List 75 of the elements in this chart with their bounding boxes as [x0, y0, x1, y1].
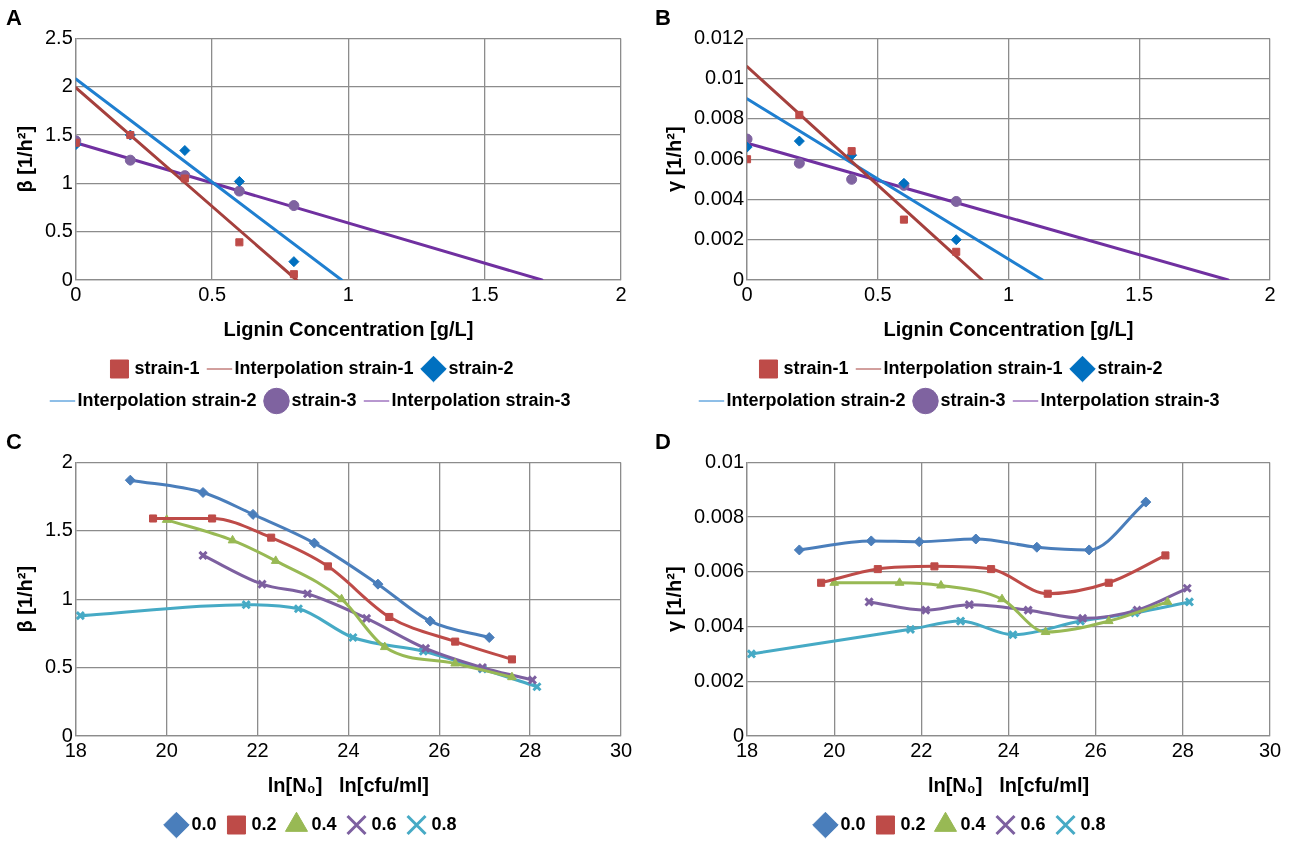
- legend-label: 0.6: [1020, 813, 1046, 834]
- legend-label: 0.8: [1080, 813, 1106, 834]
- x-axis-title: Lignin Concentration [g/L]: [883, 317, 1134, 340]
- y-tick-label: 0.01: [705, 66, 745, 89]
- legend-label: strain-2: [448, 357, 514, 378]
- x-tick-label: 1: [1002, 282, 1015, 305]
- y-tick-label: 0.5: [44, 219, 73, 242]
- legend-label: strain-1: [783, 357, 849, 378]
- x-tick-label: 1.5: [470, 282, 499, 305]
- x-tick-label: 2: [1264, 282, 1276, 305]
- y-tick-label: 2: [61, 449, 73, 472]
- y-tick-label: 0.006: [693, 146, 745, 169]
- x-tick-label: 20: [155, 738, 178, 761]
- chart-title: A: [6, 5, 22, 31]
- y-tick-label: 1: [61, 586, 73, 609]
- legend-label: Interpolation strain-2: [77, 389, 257, 410]
- x-tick-label: 28: [1171, 738, 1194, 761]
- y-tick-label: 2: [61, 74, 73, 97]
- legend-label: 0.2: [251, 813, 277, 834]
- legend-label: Interpolation strain-3: [1040, 389, 1220, 410]
- legend-label: strain-1: [134, 357, 200, 378]
- legend-label: Interpolation strain-2: [726, 389, 906, 410]
- y-tick-label: 1.5: [44, 122, 73, 145]
- y-tick-label: 0.008: [693, 106, 745, 129]
- legend-label: 0.0: [840, 813, 866, 834]
- y-tick-label: 0.008: [693, 504, 745, 527]
- x-axis-title: ln[N₀] ln[cfu/ml]: [927, 773, 1090, 796]
- y-tick-label: 0.012: [693, 25, 745, 48]
- y-axis-title: β [1/h²]: [13, 565, 36, 633]
- x-tick-label: 20: [823, 738, 846, 761]
- chart-title: C: [6, 429, 22, 455]
- y-tick-label: 0.002: [693, 668, 745, 691]
- y-tick-label: 1: [61, 170, 73, 193]
- legend-label: Interpolation strain-1: [234, 357, 414, 378]
- x-axis-title: Lignin Concentration [g/L]: [223, 317, 474, 340]
- x-tick-label: 24: [337, 738, 360, 761]
- y-axis-title: γ [1/h²]: [662, 566, 685, 632]
- x-tick-label: 22: [910, 738, 933, 761]
- legend-label: strain-2: [1097, 357, 1163, 378]
- y-axis-title: β [1/h²]: [13, 125, 36, 193]
- y-tick-label: 1.5: [44, 518, 73, 541]
- y-tick-label: 0.004: [693, 614, 745, 637]
- x-tick-label: 1: [342, 282, 354, 305]
- y-tick-label: 0.5: [44, 655, 73, 678]
- legend-label: 0.4: [960, 813, 986, 834]
- x-tick-label: 24: [997, 738, 1020, 761]
- x-tick-label: 2: [615, 282, 627, 305]
- legend-label: 0.2: [900, 813, 926, 834]
- y-tick-label: 0.002: [693, 227, 745, 250]
- x-tick-label: 0.5: [198, 282, 227, 305]
- x-tick-label: 28: [519, 738, 542, 761]
- x-tick-label: 22: [246, 738, 269, 761]
- x-tick-label: 1.5: [1125, 282, 1154, 305]
- legend-label: 0.8: [431, 813, 457, 834]
- legend-label: 0.6: [371, 813, 397, 834]
- legend-label: 0.0: [191, 813, 217, 834]
- chart-title: D: [655, 429, 671, 455]
- legend-label: strain-3: [291, 389, 357, 410]
- x-tick-label: 0.5: [863, 282, 892, 305]
- x-axis-title: ln[N₀] ln[cfu/ml]: [267, 773, 430, 796]
- y-axis-title: γ [1/h²]: [662, 126, 685, 192]
- legend-label: strain-3: [940, 389, 1006, 410]
- x-tick-label: 30: [609, 738, 633, 761]
- y-tick-label: 0.006: [693, 559, 745, 582]
- x-tick-label: 30: [1258, 738, 1282, 761]
- x-tick-label: 26: [1084, 738, 1107, 761]
- y-tick-label: 0.01: [705, 449, 745, 472]
- legend-label: Interpolation strain-3: [391, 389, 571, 410]
- y-tick-label: 0: [61, 267, 73, 290]
- y-tick-label: 2.5: [44, 25, 73, 48]
- chart-title: B: [655, 5, 671, 31]
- legend-label: Interpolation strain-1: [883, 357, 1063, 378]
- legend-label: 0.4: [311, 813, 337, 834]
- x-tick-label: 26: [428, 738, 451, 761]
- y-tick-label: 0.004: [693, 186, 745, 209]
